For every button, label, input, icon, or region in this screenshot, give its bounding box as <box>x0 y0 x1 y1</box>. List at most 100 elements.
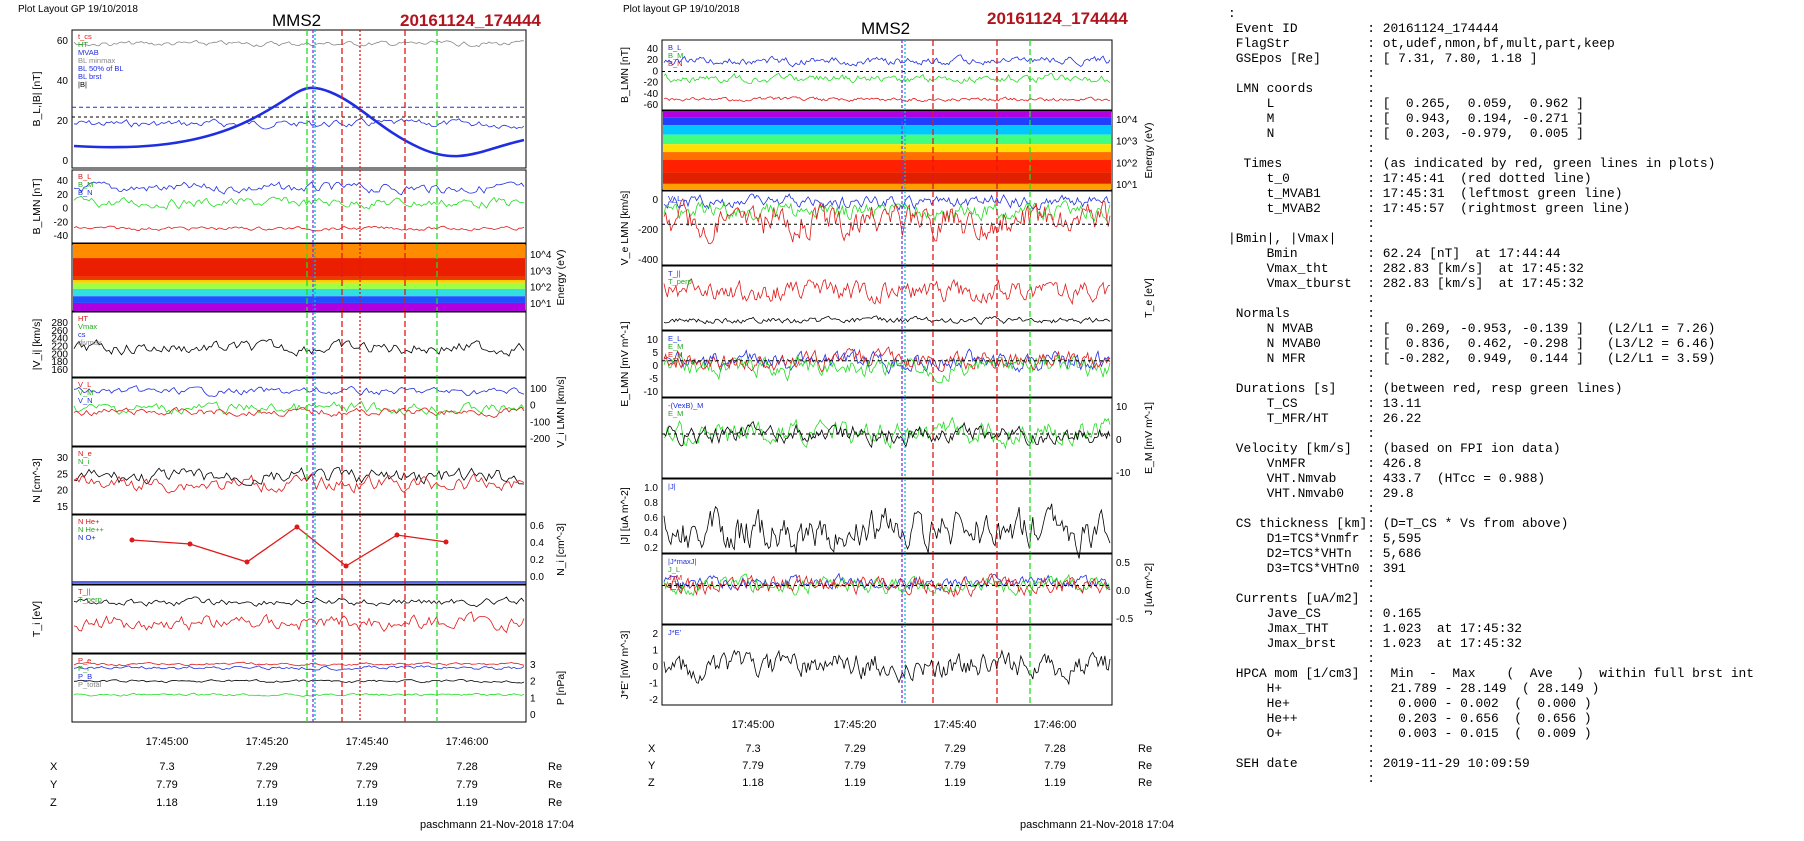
left-panel-9: 3 2 1 0 P [nPa] P_eP_iP_BP_total <box>71 653 567 723</box>
info-line: M : [ 0.943, 0.194, -0.271 ] <box>1228 111 1584 126</box>
legend-entry: E_L <box>668 334 681 343</box>
y-tick-label: -40 <box>644 89 659 100</box>
spectrogram-band <box>663 152 1111 160</box>
left-panel-7: 0.6 0.4 0.2 0.0 N_i [cm^-3] N He+N He++N O+ <box>71 514 567 585</box>
info-line: t_0 : 17:45:41 (red dotted line) <box>1228 171 1592 186</box>
legend-entry: E_M <box>668 409 683 418</box>
y-tick-label: -40 <box>54 231 69 242</box>
legend-entry: cs <box>78 330 86 339</box>
y-tick-label: 260 <box>51 326 68 337</box>
position-value: 7.3 <box>159 761 174 773</box>
y-axis-label: B_LMN [nT] <box>619 47 631 103</box>
series-line <box>73 611 525 634</box>
series-line <box>73 117 525 130</box>
right-panel-6: 10 0 -10 E_M [mV m^-1] -(VexB)_ME_M <box>661 397 1155 479</box>
info-line: N MVAB0 : [ 0.836, 0.462, -0.298 ] (L3/L… <box>1228 336 1716 351</box>
legend-entry: |B| <box>78 80 87 89</box>
y-tick-label: 10^4 <box>1116 115 1138 126</box>
y-tick-label: 100 <box>530 384 547 395</box>
legend-entry: BL brst <box>78 72 102 81</box>
y-tick-label: 10 <box>647 335 659 346</box>
panel-frame <box>71 514 527 585</box>
right-figure: Plot layout GP 19/10/2018 MMS2 20161124_17… <box>619 4 1174 831</box>
spectrogram-band <box>663 111 1111 118</box>
info-line: Times : (as indicated by red, green line… <box>1228 156 1716 171</box>
data-point <box>129 537 135 543</box>
position-value: 7.79 <box>156 779 177 791</box>
info-line: VnMFR : 426.8 <box>1228 456 1422 471</box>
y-tick-label: 1 <box>652 646 658 657</box>
y-tick-label: 15 <box>57 502 69 513</box>
left-panel-2: 40 20 0 -20 -40 B_LMN [nT] B_LB_MB_N <box>31 169 527 244</box>
y-tick-label: 20 <box>57 190 69 201</box>
legend-entry: V_M <box>78 388 93 397</box>
legend-entry: E_N <box>668 350 683 359</box>
legend-entry: divmax <box>78 338 102 347</box>
position-value: 7.79 <box>1044 760 1065 772</box>
time-tick-label: 17:45:20 <box>246 736 289 748</box>
y-tick-label: 0 <box>652 662 658 673</box>
y-tick-label: 0 <box>62 204 68 215</box>
y-tick-label: 160 <box>51 365 68 376</box>
y-tick-label: 40 <box>647 44 659 55</box>
left-spacecraft-title: MMS2 <box>272 11 321 30</box>
time-tick-label: 17:45:00 <box>732 719 775 731</box>
legend-entry: HT <box>78 314 88 323</box>
y-tick-label: 10^3 <box>1116 137 1138 148</box>
legend-entry: V_L <box>78 380 91 389</box>
left-panel-8: T_i [eV] T_||T_perp <box>31 584 527 654</box>
y-tick-label: -20 <box>644 78 659 89</box>
y-tick-label: 40 <box>57 176 69 187</box>
info-line: FlagStr : ot,udef,nmon,bf,mult,part,keep <box>1228 36 1615 51</box>
legend-entry: V_N <box>78 396 93 405</box>
position-value: 7.79 <box>742 760 763 772</box>
y-tick-label: 0.8 <box>644 498 658 509</box>
y-tick-label: 220 <box>51 342 68 353</box>
series-line <box>663 54 1111 68</box>
legend-entry: Vmax <box>78 322 97 331</box>
y-tick-label: 10^1 <box>530 299 552 310</box>
right-panel-9: 2 1 0 -1 -2 J*E' [nW m^-3] J*E' <box>619 624 1113 706</box>
position-value: 7.79 <box>844 760 865 772</box>
info-line: T_CS : 13.11 <box>1228 396 1422 411</box>
y-tick-label: 40 <box>57 76 69 87</box>
panel-frame <box>661 553 1113 625</box>
y-tick-label: 0.4 <box>530 538 544 549</box>
legend-entry: J_L <box>668 565 680 574</box>
position-value: 7.3 <box>745 743 760 755</box>
y-tick-label: -1 <box>649 679 658 690</box>
legend-entry: BL minmax <box>78 56 115 65</box>
panel-frame <box>661 397 1113 479</box>
info-line: : <box>1228 6 1236 21</box>
legend-entry: P_B <box>78 672 92 681</box>
info-line: : <box>1228 771 1375 786</box>
y-tick-label: 60 <box>57 36 69 47</box>
position-value: 7.79 <box>356 779 377 791</box>
right-panel-8: 0.5 0.0 -0.5 J [uA m^-2] |J*maxJ|J_LJ_MJ_N <box>661 553 1155 625</box>
right-panel-4: T_e [eV] T_||T_perp <box>661 265 1155 331</box>
info-line: Currents [uA/m2] : <box>1228 591 1375 606</box>
series-line <box>663 193 1111 211</box>
info-line: He++ : 0.203 - 0.656 ( 0.656 ) <box>1228 711 1592 726</box>
right-header: Plot layout GP 19/10/2018 <box>623 4 740 15</box>
info-line: : <box>1228 291 1375 306</box>
series-line <box>663 72 1111 84</box>
panel-frame <box>661 330 1113 398</box>
info-line: : <box>1228 216 1375 231</box>
panel-frame <box>71 653 527 723</box>
info-line: Durations [s] : (between red, resp green… <box>1228 381 1623 396</box>
y-tick-label: 30 <box>57 453 69 464</box>
left-footer: paschmann 21-Nov-2018 17:04 <box>420 819 574 831</box>
y-tick-label: 10^2 <box>1116 158 1138 169</box>
series-line <box>73 40 525 48</box>
info-line: VHT.Nmvab0 : 29.8 <box>1228 486 1414 501</box>
info-line: VHT.Nmvab : 433.7 (HTcc = 0.988) <box>1228 471 1546 486</box>
info-line: HPCA mom [1/cm3] : Min - Max ( Ave ) wit… <box>1228 666 1755 681</box>
y-axis-label: T_i [eV] <box>31 601 43 637</box>
position-value: 7.79 <box>456 779 477 791</box>
position-value: 7.79 <box>256 779 277 791</box>
y-axis-label: T_e [eV] <box>1143 278 1155 318</box>
spectrogram-band <box>73 296 525 303</box>
panel-frame <box>71 29 527 169</box>
